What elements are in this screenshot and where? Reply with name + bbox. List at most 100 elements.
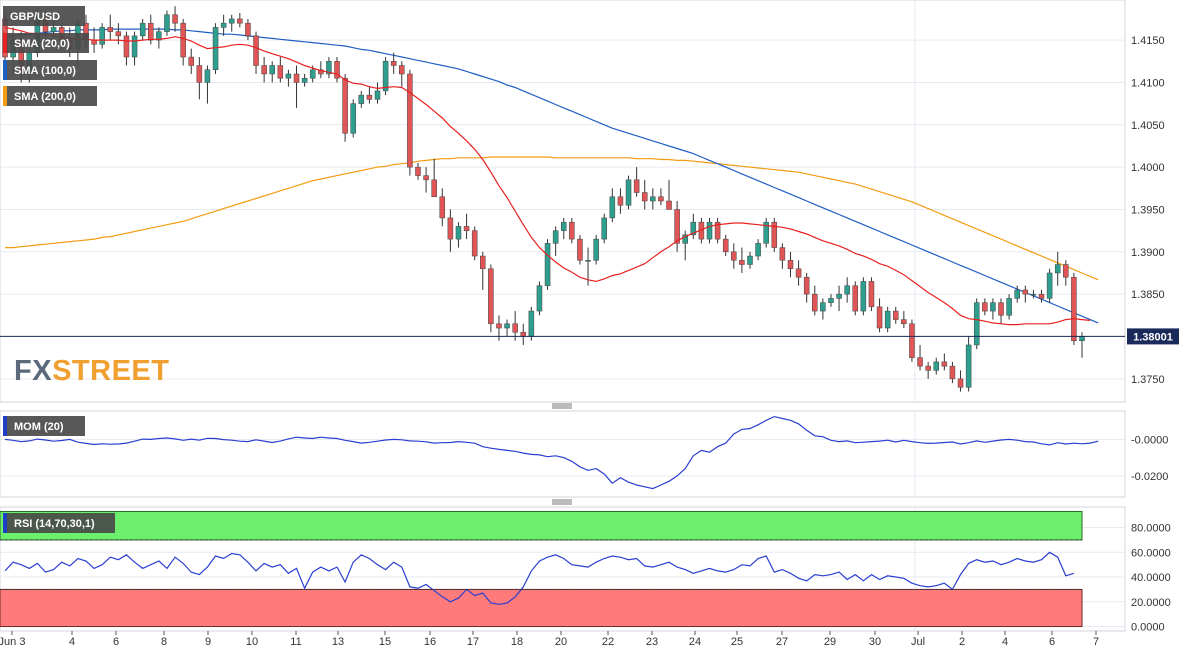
- candle-body: [569, 221, 575, 240]
- date-tick-label: 7: [1093, 636, 1099, 648]
- candle-body: [852, 285, 859, 312]
- rsi-tick-label: 80.0000: [1131, 523, 1171, 535]
- candle: [941, 353, 948, 371]
- candle: [471, 226, 478, 261]
- date-tick-label: Jul: [911, 636, 925, 648]
- candle-body: [390, 61, 397, 66]
- panel-resize-handle-1[interactable]: [552, 403, 572, 409]
- panel-resize-handle-2[interactable]: [552, 499, 572, 505]
- candle-body: [115, 31, 122, 37]
- legend-sma20-box[interactable]: [3, 33, 89, 53]
- candle-body: [982, 302, 988, 312]
- candle-body: [399, 65, 405, 75]
- rsi-oversold-zone: [0, 588, 1083, 628]
- candle: [366, 86, 373, 104]
- candle: [925, 361, 931, 379]
- candle-body: [682, 234, 688, 244]
- legend-sma100-box[interactable]: [3, 60, 97, 80]
- candle-body: [180, 22, 186, 58]
- candle: [1054, 251, 1061, 286]
- candle-body: [739, 260, 745, 265]
- candle-body: [504, 323, 510, 329]
- price-tick-label: 1.4150: [1131, 35, 1165, 47]
- price-tick-label: 1.4050: [1131, 120, 1165, 132]
- candle-body: [374, 90, 381, 100]
- momentum-panel-frame: [0, 410, 1126, 498]
- candle-body: [107, 27, 114, 32]
- date-tick-label: 6: [1049, 636, 1055, 648]
- candle: [480, 251, 486, 290]
- candle: [982, 298, 988, 316]
- rsi-label-swatch: [3, 513, 7, 533]
- candle-body: [463, 226, 470, 231]
- candle-body: [277, 65, 284, 79]
- candle-body: [269, 65, 275, 75]
- candle: [755, 239, 761, 261]
- rsi-tick-label: 40.0000: [1131, 572, 1171, 584]
- candle-body: [188, 56, 195, 66]
- candle: [544, 239, 551, 290]
- candle: [342, 73, 348, 142]
- candle: [139, 18, 146, 41]
- candle-body: [91, 39, 97, 45]
- candle-body: [747, 255, 753, 265]
- candle-body: [301, 77, 308, 83]
- candle: [123, 31, 130, 66]
- legend-sma200-swatch: [3, 86, 7, 106]
- candle: [739, 247, 745, 273]
- candle: [795, 260, 802, 286]
- candle: [633, 167, 640, 197]
- candle: [690, 213, 697, 240]
- candle: [731, 243, 737, 269]
- candle-body: [674, 209, 680, 244]
- candle-body: [973, 302, 980, 346]
- candle-body: [447, 217, 454, 240]
- candle-body: [423, 175, 429, 181]
- candle: [536, 281, 543, 316]
- legend-sma100-label: SMA (100,0): [14, 65, 76, 77]
- momentum-path: [4, 415, 1099, 490]
- rsi-label-box[interactable]: [3, 513, 115, 533]
- candle-body: [431, 179, 437, 198]
- candle-body: [844, 285, 850, 295]
- candle: [852, 281, 859, 316]
- legend-sma20-label: SMA (20,0): [14, 38, 70, 50]
- candle: [293, 65, 300, 108]
- candle: [787, 251, 794, 278]
- legend-sma200-box[interactable]: [3, 86, 97, 106]
- candle: [973, 298, 980, 350]
- candle-body: [925, 365, 931, 371]
- date-tick-label: 10: [246, 636, 258, 648]
- candle: [188, 48, 195, 74]
- candle-body: [480, 255, 486, 269]
- candle-body: [1054, 264, 1061, 274]
- candle: [747, 251, 753, 269]
- candle-body: [917, 357, 923, 367]
- candle-body: [350, 103, 356, 134]
- candle: [245, 18, 251, 41]
- sma-100-line: [4, 28, 1099, 324]
- candle-body: [812, 293, 818, 312]
- candle: [577, 234, 583, 265]
- candle: [237, 13, 243, 28]
- price-tick-label: 1.3750: [1131, 374, 1165, 386]
- candle-body: [1006, 298, 1012, 316]
- candle-body: [633, 179, 640, 193]
- date-axis: Jun 3 4 6 8 9 10 11 13 15 16 17 18 20 22 23 24 25 27 29 30 J…: [0, 631, 1099, 648]
- price-panel-frame: [0, 0, 1126, 403]
- candle: [504, 319, 510, 337]
- candle: [439, 188, 446, 227]
- momentum-label-box[interactable]: [3, 416, 85, 436]
- candle: [431, 158, 437, 198]
- candle: [844, 277, 850, 303]
- candle-body: [795, 268, 802, 278]
- candle: [901, 311, 907, 329]
- candle-body: [172, 14, 178, 24]
- candle: [666, 179, 672, 210]
- candle-body: [1079, 336, 1085, 341]
- rsi-tick-label: 20.0000: [1131, 597, 1171, 609]
- candle-body: [528, 310, 535, 337]
- candle: [836, 285, 842, 312]
- candle-body: [382, 61, 389, 92]
